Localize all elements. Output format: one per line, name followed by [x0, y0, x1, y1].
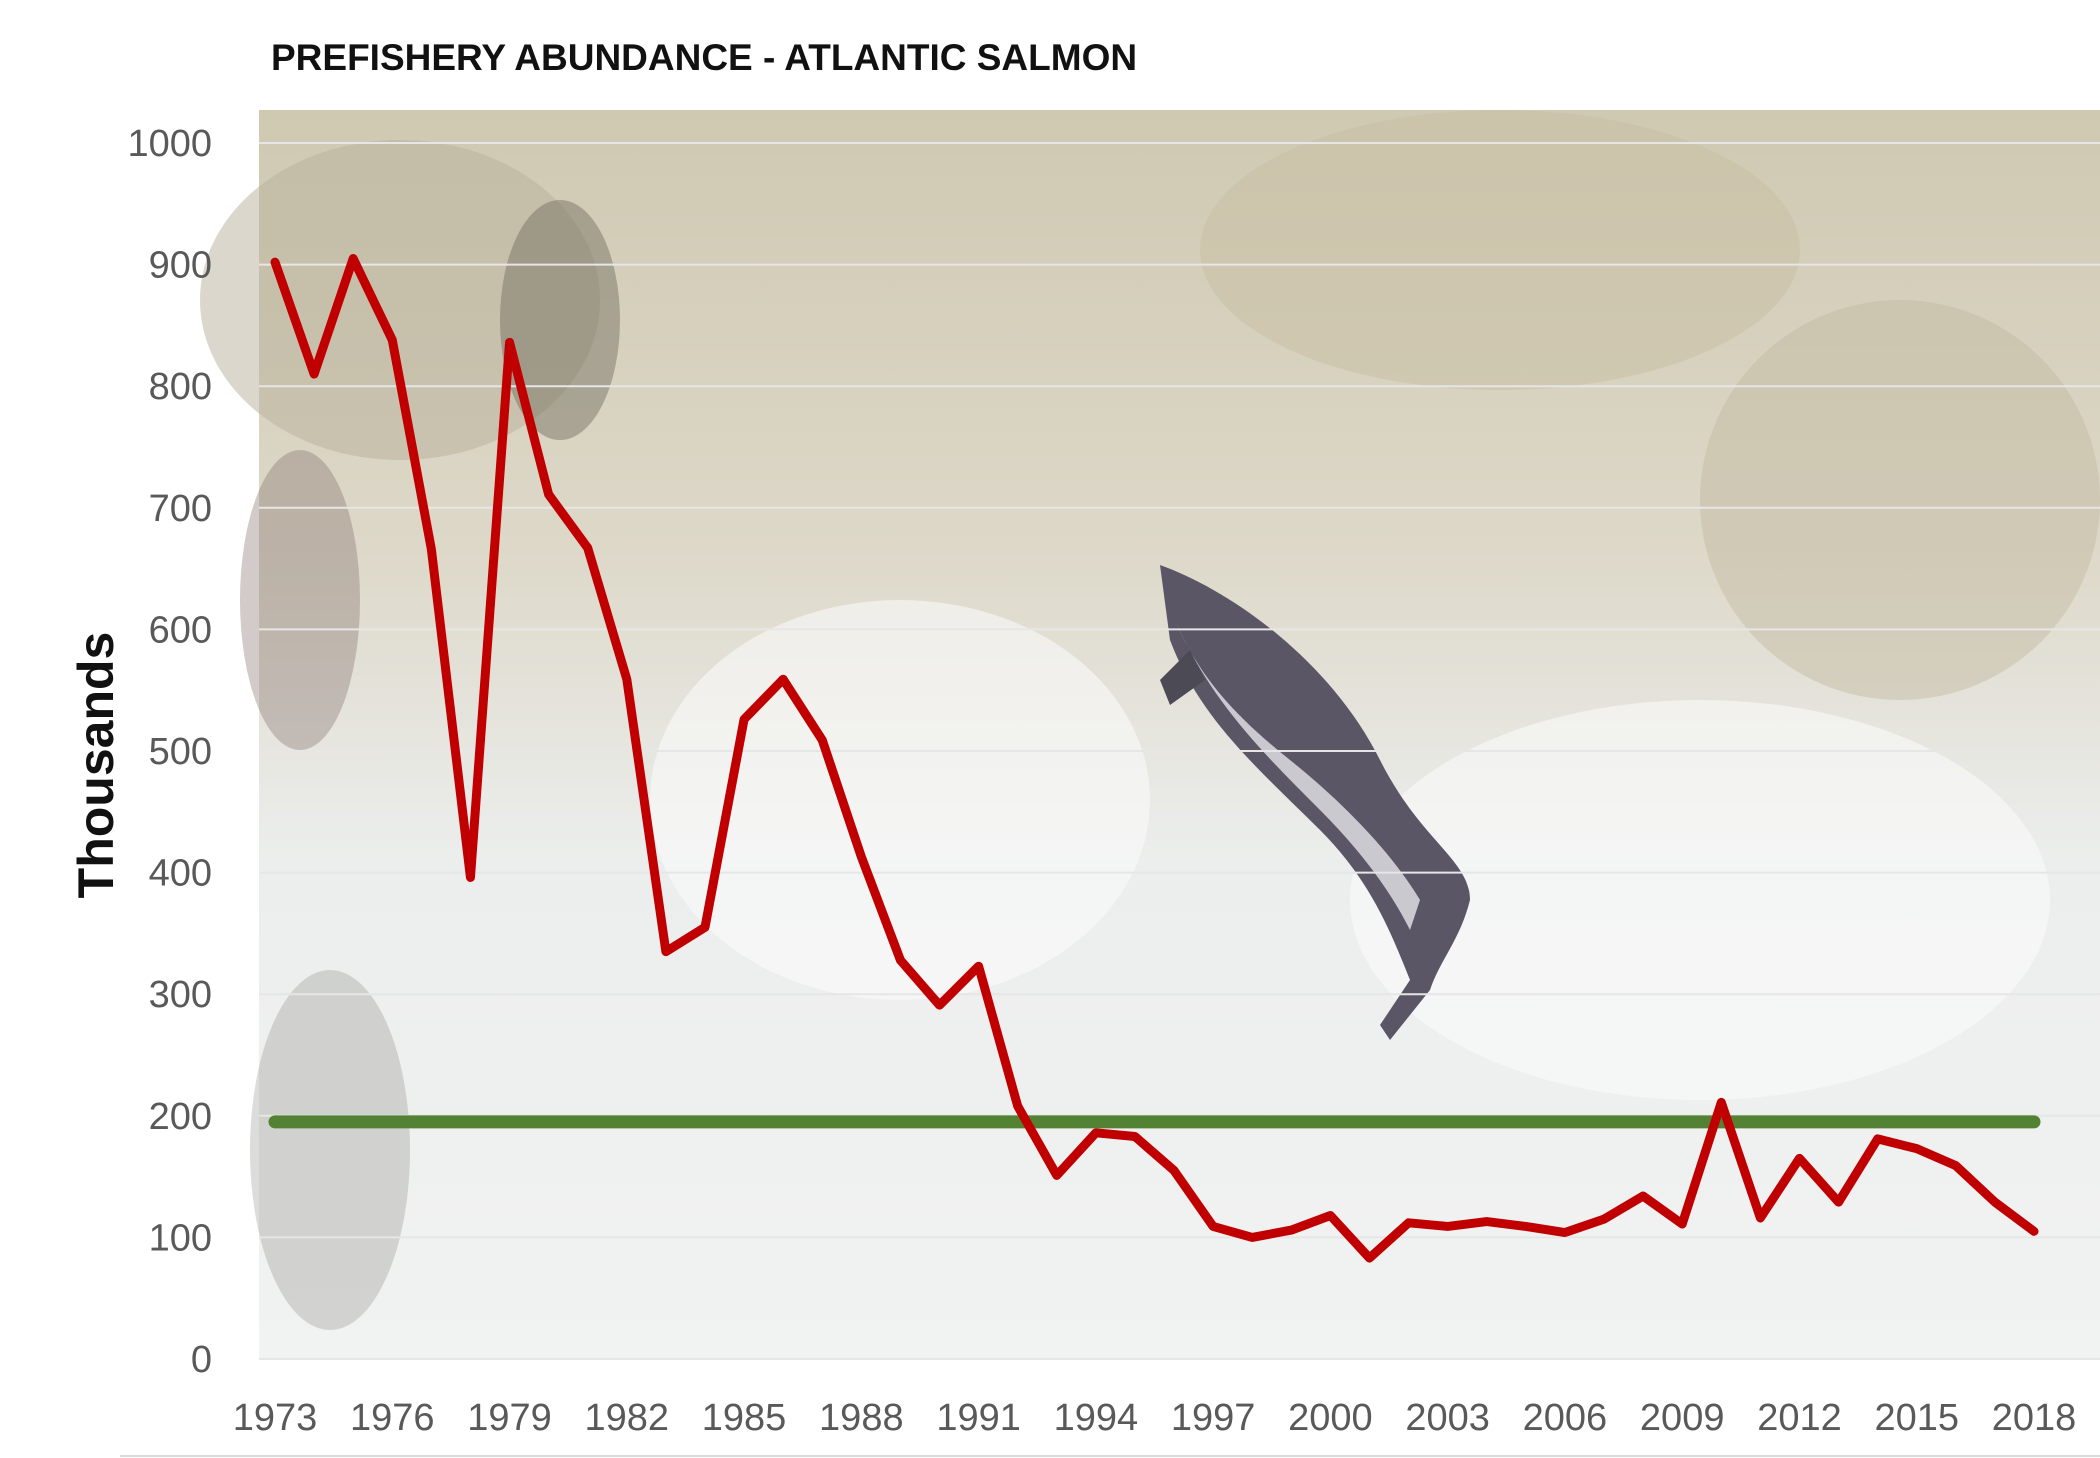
data-point-2018	[2033, 1230, 2035, 1233]
data-point-2012	[1798, 1157, 1801, 1160]
data-point-2001	[1368, 1257, 1371, 1260]
chart-title: PREFISHERY ABUNDANCE - ATLANTIC SALMON	[271, 37, 1137, 78]
x-tick-label: 2006	[1523, 1397, 1608, 1439]
data-point-2016	[1954, 1164, 1957, 1167]
x-tick-label: 1979	[467, 1397, 552, 1439]
data-point-1999	[1290, 1229, 1293, 1232]
y-tick-label: 400	[149, 853, 212, 895]
x-tick-label: 2018	[1992, 1397, 2077, 1439]
data-point-1984	[703, 926, 706, 929]
data-point-1985	[743, 718, 746, 721]
data-point-1980	[547, 493, 550, 496]
x-tick-label: 2000	[1288, 1397, 1373, 1439]
y-axis-label: Thousands	[68, 632, 124, 899]
data-point-1997	[1212, 1225, 1215, 1228]
data-point-1986	[782, 678, 785, 681]
x-tick-label: 2012	[1757, 1397, 1842, 1439]
salmon-image	[1160, 565, 1470, 1040]
y-tick-label: 1000	[127, 123, 212, 165]
x-tick-label: 1991	[936, 1397, 1021, 1439]
data-point-1998	[1251, 1236, 1254, 1239]
data-point-1976	[391, 338, 394, 341]
data-point-2011	[1759, 1216, 1762, 1219]
data-point-2017	[1993, 1201, 1996, 1204]
data-point-2010	[1720, 1101, 1723, 1104]
abundance-line	[270, 254, 2039, 1263]
y-tick-label: 800	[149, 366, 212, 408]
x-tick-label: 2009	[1640, 1397, 1725, 1439]
data-point-1975	[352, 257, 355, 260]
data-point-1993	[1055, 1174, 1058, 1177]
x-tick-label: 1985	[702, 1397, 787, 1439]
x-tick-label: 1997	[1171, 1397, 1256, 1439]
data-point-2003	[1446, 1225, 1449, 1228]
y-tick-label: 0	[191, 1339, 212, 1381]
series-lines	[268, 254, 2041, 1263]
data-point-2009	[1681, 1223, 1684, 1226]
x-tick-label: 2015	[1874, 1397, 1959, 1439]
data-point-2004	[1485, 1220, 1488, 1223]
data-point-2007	[1603, 1218, 1606, 1221]
photo-background	[200, 110, 2100, 1359]
data-point-2008	[1642, 1195, 1645, 1198]
data-point-2013	[1837, 1201, 1840, 1204]
data-point-2014	[1876, 1137, 1879, 1140]
data-point-1981	[586, 546, 589, 549]
x-tick-label: 1988	[819, 1397, 904, 1439]
data-point-1996	[1173, 1169, 1176, 1172]
data-point-1974	[313, 373, 316, 376]
data-point-2002	[1407, 1221, 1410, 1224]
y-tick-label: 100	[149, 1217, 212, 1259]
y-tick-label: 500	[149, 731, 212, 773]
y-tick-label: 900	[149, 245, 212, 287]
data-point-1982	[625, 678, 628, 681]
data-point-1991	[977, 965, 980, 968]
data-point-1978	[469, 876, 472, 879]
x-tick-label: 1982	[585, 1397, 670, 1439]
data-point-1983	[664, 950, 667, 953]
y-tick-label: 300	[149, 974, 212, 1016]
x-tick-labels: 1973 1976 1979 1982 1985 1988 1991 1994 1997 2000…	[233, 1397, 2077, 1439]
y-tick-labels: 0 100 200 300 400 500 600 700 800 900 1000	[127, 123, 212, 1381]
x-tick-label: 1976	[350, 1397, 435, 1439]
data-point-1994	[1094, 1131, 1097, 1134]
y-tick-label: 700	[149, 488, 212, 530]
y-tick-label: 200	[149, 1096, 212, 1138]
y-tick-label: 600	[149, 609, 212, 651]
x-tick-label: 1994	[1054, 1397, 1139, 1439]
data-point-1988	[860, 855, 863, 858]
data-point-1977	[430, 548, 433, 551]
data-point-2000	[1329, 1214, 1332, 1217]
data-point-1987	[821, 739, 824, 742]
data-point-1979	[508, 341, 511, 344]
x-tick-label: 2003	[1405, 1397, 1490, 1439]
data-point-1995	[1133, 1135, 1136, 1138]
data-point-2015	[1915, 1147, 1918, 1150]
data-point-2005	[1524, 1225, 1527, 1228]
data-point-1989	[899, 959, 902, 962]
data-point-1990	[938, 1004, 941, 1007]
data-point-1992	[1016, 1105, 1019, 1108]
data-point-2006	[1563, 1231, 1566, 1234]
data-point-1973	[274, 261, 276, 264]
x-tick-label: 1973	[233, 1397, 318, 1439]
